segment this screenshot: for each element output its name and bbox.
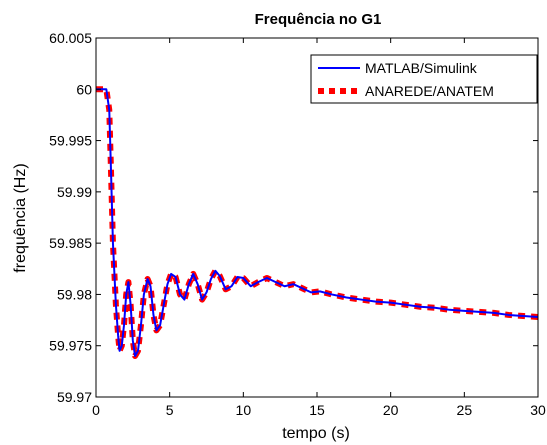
series-line-matlab-simulink — [96, 88, 538, 357]
y-tick-label: 59.985 — [49, 235, 92, 251]
x-tick-label: 30 — [530, 402, 546, 418]
legend-box — [310, 54, 538, 104]
y-tick-label: 59.975 — [49, 338, 92, 354]
x-tick-label: 0 — [92, 402, 100, 418]
x-tick-label: 10 — [236, 402, 252, 418]
x-tick-label: 25 — [457, 402, 473, 418]
x-tick-label: 15 — [309, 402, 325, 418]
series-group — [96, 86, 538, 359]
y-axis-label: frequência (Hz) — [12, 163, 29, 272]
y-tick-label: 59.97 — [57, 389, 92, 405]
x-tick-label: 20 — [383, 402, 399, 418]
y-tick-label: 60 — [76, 81, 92, 97]
y-tick-label: 60.005 — [49, 30, 92, 46]
legend-label-anarede: ANAREDE/ANATEM — [365, 83, 494, 99]
y-tick-label: 59.99 — [57, 184, 92, 200]
legend-label-matlab: MATLAB/Simulink — [365, 60, 478, 76]
x-tick-label: 5 — [166, 402, 174, 418]
y-tick-label: 59.98 — [57, 286, 92, 302]
y-tick-label: 59.995 — [49, 133, 92, 149]
x-axis-label: tempo (s) — [282, 425, 350, 442]
legend: MATLAB/Simulink ANAREDE/ANATEM — [310, 54, 538, 104]
chart-title: Frequência no G1 — [255, 11, 382, 28]
axis-ticks: 0 5 10 15 20 25 3059.9759.97559.9859.98559.995… — [49, 30, 546, 418]
